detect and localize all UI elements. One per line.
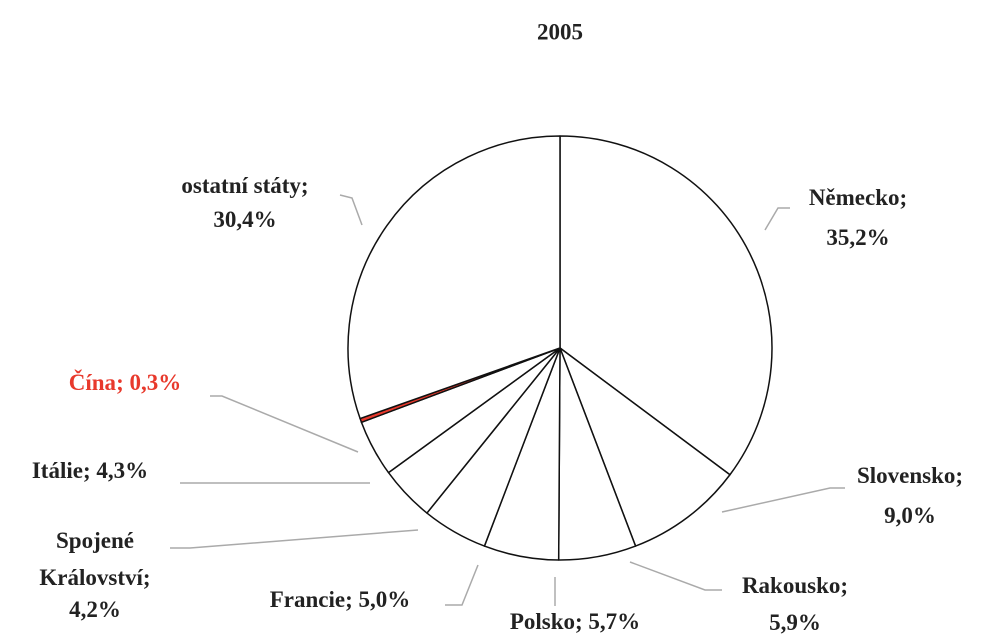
leader-line — [445, 564, 479, 606]
data-label: 4,2% — [69, 597, 121, 622]
separator: ; — [301, 173, 309, 198]
value-label: 35,2% — [826, 225, 889, 250]
data-label: Slovensko; — [857, 463, 963, 488]
value-label: 0,3% — [129, 370, 181, 395]
separator: ; — [116, 370, 129, 395]
category-label: Francie — [270, 587, 345, 612]
category-label: Spojené — [56, 528, 134, 553]
data-label: Polsko; 5,7% — [510, 609, 640, 634]
value-label: 5,9% — [769, 610, 821, 635]
pie-slice — [559, 135, 773, 476]
separator: ; — [955, 463, 963, 488]
leader-line — [764, 207, 790, 231]
value-label: 4,2% — [69, 597, 121, 622]
data-label: Německo; — [809, 185, 907, 210]
value-label: 4,3% — [96, 458, 148, 483]
value-label: 30,4% — [213, 207, 276, 232]
separator: ; — [575, 609, 588, 634]
leader-line — [339, 194, 363, 226]
separator: ; — [840, 573, 848, 598]
data-label: 35,2% — [826, 225, 889, 250]
pie-slice — [347, 135, 561, 420]
data-label: Čína; 0,3% — [69, 369, 181, 395]
category-label: Polsko — [510, 609, 575, 634]
leader-line — [721, 487, 845, 513]
chart-title: 2005 — [537, 19, 583, 44]
category-label: Slovensko — [857, 463, 955, 488]
leader-line — [210, 395, 359, 453]
value-label: 5,7% — [588, 609, 640, 634]
data-label: 5,9% — [769, 610, 821, 635]
separator: ; — [345, 587, 358, 612]
data-label: Království; — [39, 565, 150, 590]
data-label: 30,4% — [213, 207, 276, 232]
value-label: 9,0% — [884, 503, 936, 528]
separator: ; — [83, 458, 96, 483]
data-label: 9,0% — [884, 503, 936, 528]
data-label: Rakousko; — [742, 573, 848, 598]
value-label: 5,0% — [359, 587, 411, 612]
data-label: Francie; 5,0% — [270, 587, 411, 612]
category-label: Itálie — [32, 458, 83, 483]
leader-line — [170, 529, 419, 549]
category-label: Německo — [809, 185, 900, 210]
separator: ; — [900, 185, 908, 210]
pie-slice — [559, 347, 731, 547]
separator: ; — [143, 565, 151, 590]
category-label: Rakousko — [742, 573, 840, 598]
leader-line — [629, 561, 722, 591]
data-label: ostatní státy; — [181, 173, 308, 198]
data-label: Itálie; 4,3% — [32, 458, 148, 483]
data-label: Spojené — [56, 528, 134, 553]
category-label: Čína — [69, 369, 117, 395]
category-label: ostatní státy — [181, 173, 301, 198]
category-label: Království — [39, 565, 143, 590]
